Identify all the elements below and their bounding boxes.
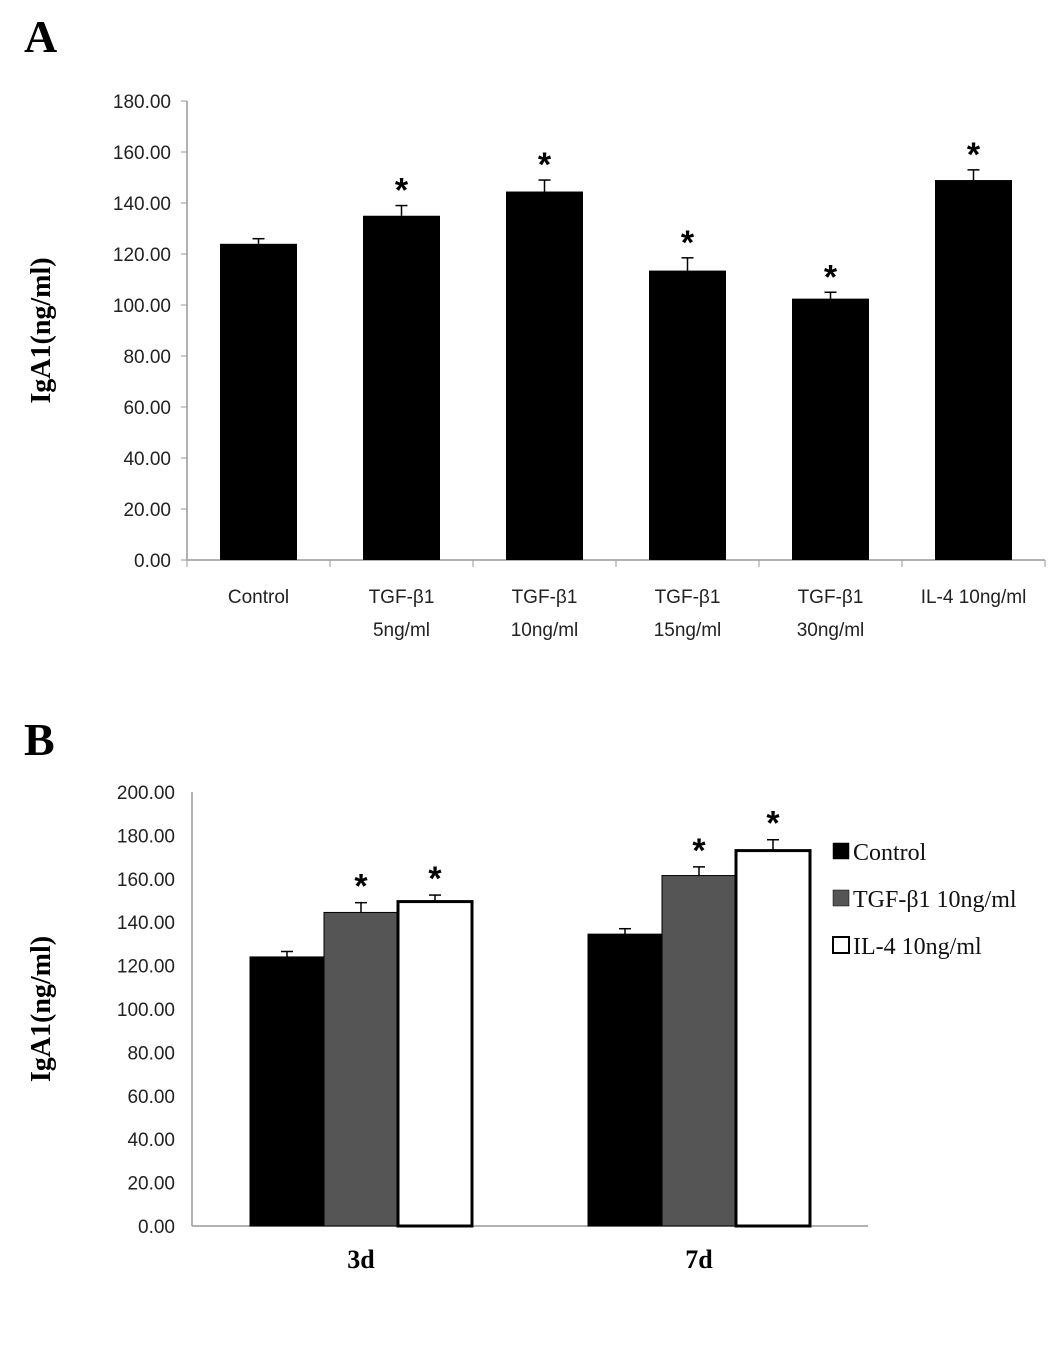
y-tick-label: 20.00 xyxy=(127,1174,175,1195)
bar xyxy=(661,875,737,1227)
significance-marker: * xyxy=(766,805,780,843)
legend-label: IL-4 10ng/ml xyxy=(853,934,982,960)
y-tick-label: 120.00 xyxy=(117,957,175,978)
bar xyxy=(734,849,812,1228)
legend-label: Control xyxy=(853,840,927,866)
legend-swatch xyxy=(832,842,850,860)
y-tick-label: 60.00 xyxy=(127,1087,175,1108)
x-tick-label: 30ng/ml xyxy=(797,620,865,641)
y-tick-label: 100.00 xyxy=(117,1000,175,1021)
y-tick-label: 140.00 xyxy=(113,194,171,215)
y-tick-label: 180.00 xyxy=(117,826,175,847)
panel-label: A xyxy=(24,11,57,62)
bar xyxy=(792,298,869,560)
bar xyxy=(323,911,399,1227)
chart-a: A 0.00 20.00 40.00 60.00 80.00 100.00 120.00 140… xyxy=(24,11,1046,641)
legend-swatch xyxy=(832,936,850,954)
chart-b: B 0.00 20.00 40.00 60.00 80.00 100.00 120.00 140… xyxy=(24,714,1017,1274)
x-tick-label: TGF-β1 xyxy=(655,587,721,608)
legend: Control TGF-β1 10ng/ml IL-4 10ng/ml xyxy=(832,840,1017,960)
bar xyxy=(506,191,583,560)
x-tick-label: TGF-β1 xyxy=(369,587,435,608)
x-tick-label: TGF-β1 xyxy=(798,587,864,608)
significance-marker: * xyxy=(354,868,368,906)
significance-marker: * xyxy=(967,136,981,174)
x-tick-label: 3d xyxy=(347,1245,375,1274)
y-tick-label: 80.00 xyxy=(123,347,171,368)
y-tick-label: 60.00 xyxy=(123,398,171,419)
x-tick-label: 10ng/ml xyxy=(511,620,579,641)
x-tick-label: 5ng/ml xyxy=(373,620,430,641)
bar xyxy=(649,270,726,560)
y-tick-label: 20.00 xyxy=(123,500,171,521)
y-tick-label: 0.00 xyxy=(134,551,171,572)
y-tick-label: 160.00 xyxy=(117,870,175,891)
significance-marker: * xyxy=(428,860,442,898)
significance-marker: * xyxy=(824,258,838,296)
y-tick-label: 0.00 xyxy=(138,1217,175,1238)
y-tick-label: 140.00 xyxy=(117,913,175,934)
legend-label: TGF-β1 10ng/ml xyxy=(853,887,1017,913)
bar xyxy=(396,900,474,1228)
x-tick-label: TGF-β1 xyxy=(512,587,578,608)
significance-marker: * xyxy=(395,172,409,210)
y-axis-label: IgA1(ng/ml) xyxy=(26,257,57,403)
y-tick-label: 120.00 xyxy=(113,245,171,266)
x-tick-label: Control xyxy=(228,587,289,608)
y-tick-label: 200.00 xyxy=(117,783,175,804)
y-tick-label: 40.00 xyxy=(123,449,171,470)
bar xyxy=(249,956,325,1227)
x-tick-label: 7d xyxy=(685,1245,713,1274)
y-tick-label: 100.00 xyxy=(113,296,171,317)
bar xyxy=(587,933,663,1227)
y-tick-label: 80.00 xyxy=(127,1043,175,1064)
significance-marker: * xyxy=(538,146,552,184)
panel-label: B xyxy=(24,714,55,765)
significance-marker: * xyxy=(692,832,706,870)
x-tick-label: 15ng/ml xyxy=(654,620,722,641)
bar xyxy=(363,215,440,560)
bar xyxy=(220,243,297,561)
bar xyxy=(935,180,1012,561)
y-tick-label: 40.00 xyxy=(127,1130,175,1151)
x-tick-label: IL-4 10ng/ml xyxy=(921,587,1027,608)
significance-marker: * xyxy=(681,224,695,262)
y-axis-label: IgA1(ng/ml) xyxy=(26,936,57,1082)
y-tick-label: 180.00 xyxy=(113,92,171,113)
y-tick-label: 160.00 xyxy=(113,143,171,164)
legend-swatch xyxy=(832,889,850,907)
